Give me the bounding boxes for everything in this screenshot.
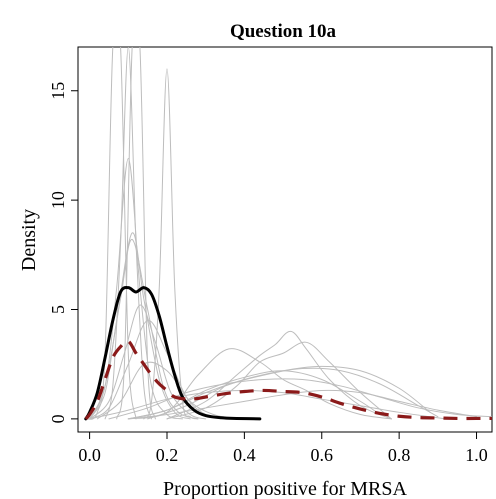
x-axis-label: Proportion positive for MRSA xyxy=(163,478,407,499)
dashed-density-curve xyxy=(84,339,492,421)
pooled-density-curve xyxy=(84,286,262,421)
y-tick-label: 5 xyxy=(48,305,68,314)
x-tick-label: 0.2 xyxy=(156,445,179,465)
y-tick-label: 15 xyxy=(48,82,68,100)
chart-title: Question 10a xyxy=(230,21,337,42)
series-layer xyxy=(84,47,492,421)
grey-density-curve xyxy=(127,370,381,420)
x-tick-label: 0.8 xyxy=(388,445,411,465)
grey-density-curve xyxy=(85,47,137,420)
y-tick-label: 10 xyxy=(48,191,68,209)
grey-density-curve xyxy=(127,389,478,420)
grey-density-curve xyxy=(89,389,447,420)
plot-frame xyxy=(77,46,493,433)
grey-density-curve xyxy=(166,341,392,420)
x-tick-label: 0.6 xyxy=(311,445,334,465)
x-tick-label: 1.0 xyxy=(465,445,488,465)
grey-density-curve xyxy=(166,330,392,420)
x-tick-label: 0.0 xyxy=(78,445,101,465)
grey-density-curve xyxy=(96,361,238,420)
y-axis-label: Density xyxy=(18,209,40,271)
x-axis: 0.0 0.2 0.4 0.6 0.8 1.0 xyxy=(78,432,488,465)
y-tick-label: 0 xyxy=(48,414,68,423)
x-tick-label: 0.4 xyxy=(233,445,256,465)
y-axis: 0 5 10 15 xyxy=(48,82,78,423)
grey-density-curve xyxy=(147,367,439,420)
